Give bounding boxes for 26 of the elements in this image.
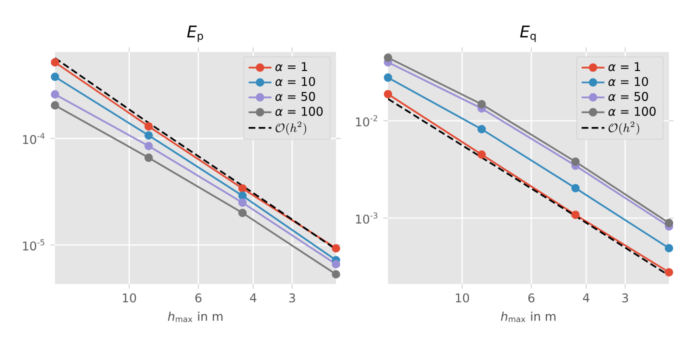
legend-label: $\mathcal{O}(h^2)$ <box>608 122 640 135</box>
x-tick-label: 4 <box>582 293 590 302</box>
x-axis-title: h$_{max}$ in m <box>168 312 222 322</box>
x-tick-label: 6 <box>528 293 534 302</box>
y-tick-label: 10$^{-5}$ <box>23 239 44 251</box>
x-tick-label: 4 <box>250 293 256 302</box>
legend-label: α = 50 <box>608 92 648 101</box>
legend-label: α = 50 <box>275 92 315 101</box>
legend-label: α = 10 <box>608 76 648 86</box>
legend-label: α = 10 <box>275 76 315 86</box>
x-tick-label: 6 <box>195 293 202 302</box>
chart-title: E$_{p}$ <box>187 26 204 42</box>
legend-label: α = 1 <box>608 62 640 72</box>
y-tick-label: 10$^{-2}$ <box>356 115 378 126</box>
legend-label: α = 100 <box>275 106 323 116</box>
chart-title: E$_{q}$ <box>520 26 536 42</box>
legend-label: $\mathcal{O}(h^2)$ <box>276 122 306 135</box>
x-axis-title: h$_{max}$ in m <box>500 312 556 322</box>
y-tick-label: 10$^{-4}$ <box>23 132 45 144</box>
x-tick-label: 3 <box>289 293 296 302</box>
y-tick-label: 10$^{-3}$ <box>356 212 378 224</box>
legend-label: α = 100 <box>608 106 656 116</box>
x-tick-label: 3 <box>622 293 628 302</box>
x-tick-label: 10 <box>122 293 136 302</box>
legend-label: α = 1 <box>275 62 308 72</box>
x-tick-label: 10 <box>456 293 470 302</box>
